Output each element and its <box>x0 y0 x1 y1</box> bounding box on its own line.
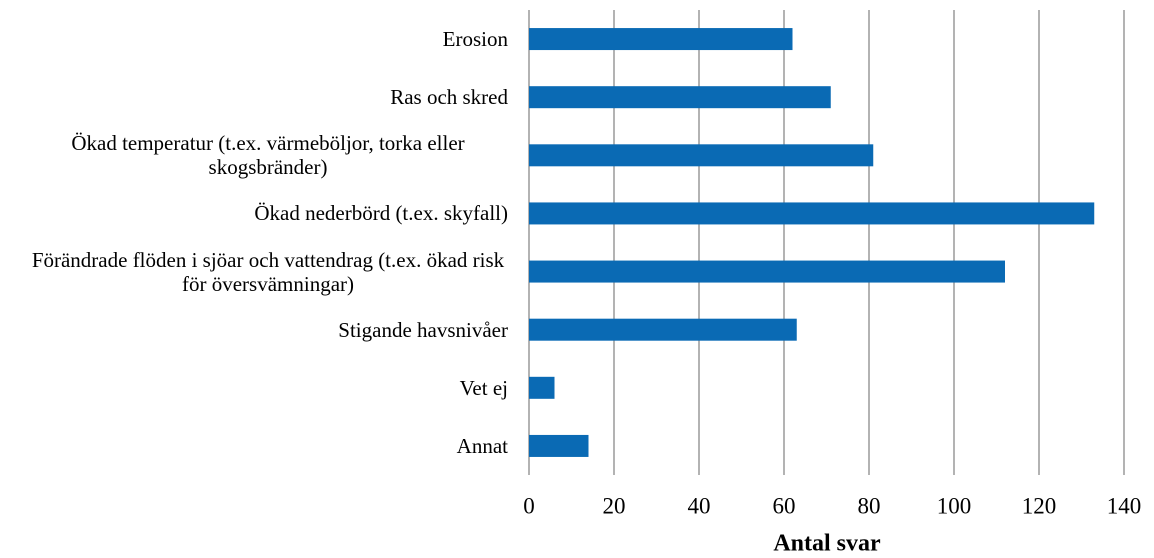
y-tick-label-box: Förändrade flöden i sjöar och vattendrag… <box>28 232 508 312</box>
y-tick-label-box: Annat <box>457 406 508 486</box>
bar <box>529 434 589 457</box>
x-tick-label: 60 <box>773 493 796 518</box>
y-tick-label-box: Stigande havsnivåer <box>338 290 508 370</box>
x-tick-label: 40 <box>688 493 711 518</box>
x-tick-label: 120 <box>1022 493 1057 518</box>
x-tick-label: 80 <box>858 493 881 518</box>
bar <box>529 318 797 341</box>
y-tick-label-box: Vet ej <box>460 348 508 428</box>
bar <box>529 86 831 109</box>
y-tick-label-box: Ökad nederbörd (t.ex. skyfall) <box>254 173 508 253</box>
y-tick-label-box: Ökad temperatur (t.ex. värmeböljor, tork… <box>28 115 508 195</box>
y-tick-label: Stigande havsnivåer <box>338 317 508 342</box>
y-tick-label-box: Ras och skred <box>390 57 508 137</box>
bar <box>529 260 1005 283</box>
y-tick-label: Annat <box>456 433 508 458</box>
x-axis-title: Antal svar <box>773 531 881 557</box>
bar <box>529 376 555 399</box>
y-tick-label: Ökad nederbörd (t.ex. skyfall) <box>254 201 508 226</box>
bar <box>529 144 874 167</box>
x-tick-label: 100 <box>937 493 972 518</box>
y-tick-label-box: Erosion <box>443 0 508 79</box>
y-tick-label: Vet ej <box>459 375 508 400</box>
y-tick-label: Erosion <box>442 27 508 52</box>
y-tick-label: Ökad temperatur (t.ex. värmeböljor, tork… <box>71 131 465 180</box>
y-tick-label: Ras och skred <box>390 85 508 110</box>
bar <box>529 28 793 51</box>
x-tick-label: 0 <box>523 493 535 518</box>
y-tick-label: Förändrade flöden i sjöar och vattendrag… <box>31 247 505 296</box>
x-tick-label: 20 <box>603 493 626 518</box>
bar <box>529 202 1095 225</box>
x-tick-label: 140 <box>1107 493 1142 518</box>
